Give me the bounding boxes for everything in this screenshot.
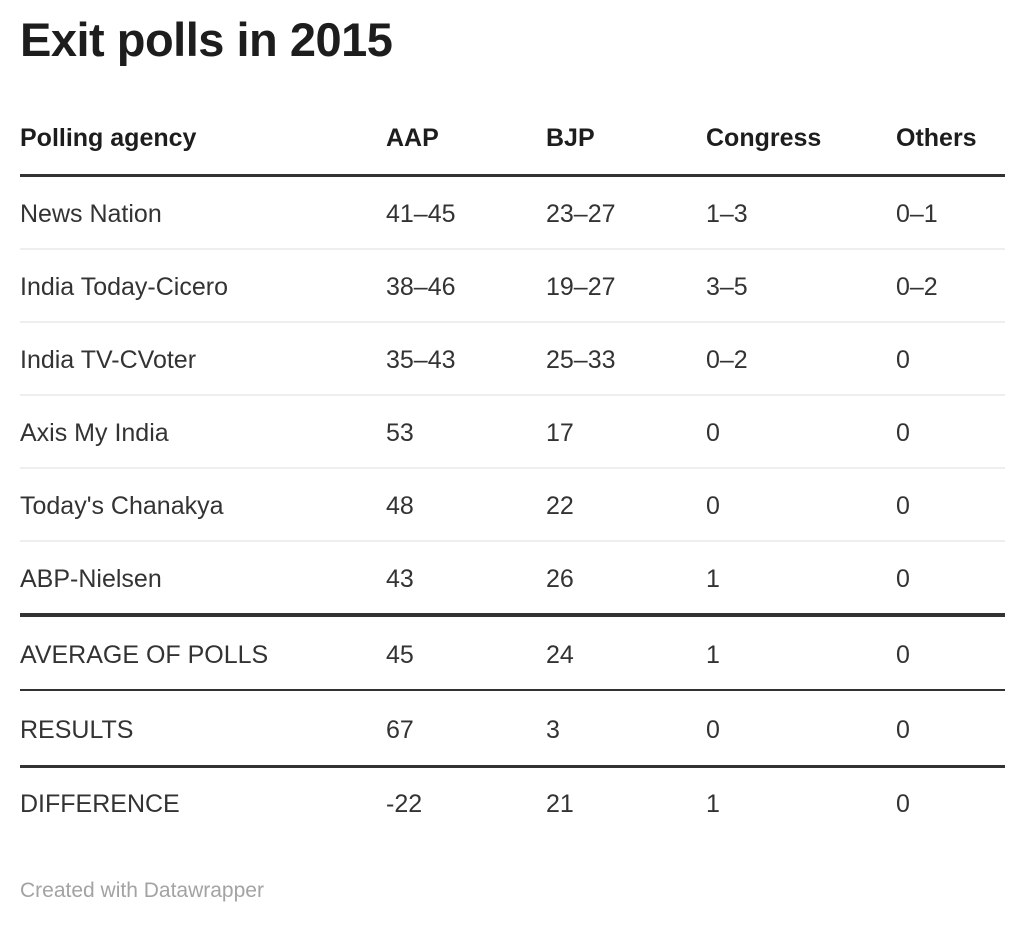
summary-row-difference: DIFFERENCE -22 21 1 0 — [20, 767, 1005, 840]
datawrapper-credit-link[interactable]: Created with Datawrapper — [20, 879, 264, 902]
value-cell: 67 — [386, 690, 546, 768]
value-cell: 24 — [546, 615, 706, 691]
page-title: Exit polls in 2015 — [20, 13, 393, 66]
value-cell: 21 — [546, 790, 574, 818]
value-cell: 0–1 — [896, 175, 1005, 250]
agency-cell: ABP-Nielsen — [20, 541, 386, 617]
value-cell: 0 — [896, 541, 1005, 617]
column-header-aap: AAP — [386, 63, 546, 177]
value-cell: 25–33 — [546, 322, 706, 396]
agency-cell: DIFFERENCE — [20, 790, 180, 818]
value-cell: 1 — [706, 790, 720, 818]
table-row: Axis My India 53 17 0 0 — [20, 395, 1005, 469]
summary-row-average: AVERAGE OF POLLS 45 24 1 0 — [20, 615, 1005, 691]
value-cell: 45 — [386, 615, 546, 691]
agency-cell: India TV-CVoter — [20, 322, 386, 396]
value-cell: 1 — [706, 615, 896, 691]
agency-cell: India Today-Cicero — [20, 249, 386, 323]
column-header-polling-agency: Polling agency — [20, 63, 386, 177]
agency-cell: News Nation — [20, 175, 386, 250]
agency-cell: RESULTS — [20, 690, 386, 768]
value-cell: 0–2 — [706, 322, 896, 396]
value-cell: 3–5 — [706, 249, 896, 323]
value-cell: 41–45 — [386, 175, 546, 250]
agency-cell: Axis My India — [20, 395, 386, 469]
value-cell: 0 — [896, 322, 1005, 396]
exit-polls-table: Polling agency AAP BJP Congress Others N… — [20, 63, 1005, 839]
value-cell: 22 — [546, 468, 706, 542]
value-cell: 0 — [896, 615, 1005, 691]
value-cell: 0 — [896, 790, 910, 818]
value-cell: 0 — [896, 395, 1005, 469]
agency-cell: Today's Chanakya — [20, 468, 386, 542]
value-cell: 48 — [386, 468, 546, 542]
value-cell: 1 — [706, 541, 896, 617]
table-row: News Nation 41–45 23–27 1–3 0–1 — [20, 175, 1005, 250]
value-cell: 23–27 — [546, 175, 706, 250]
page-container: Exit polls in 2015 Polling agency AAP BJ… — [0, 16, 1024, 904]
column-header-bjp: BJP — [546, 63, 706, 177]
value-cell: 0–2 — [896, 249, 1005, 323]
agency-cell: AVERAGE OF POLLS — [20, 615, 386, 691]
value-cell: 0 — [706, 468, 896, 542]
value-cell: 35–43 — [386, 322, 546, 396]
value-cell: 0 — [896, 468, 1005, 542]
table-header-row: Polling agency AAP BJP Congress Others — [20, 63, 1005, 177]
table-row: ABP-Nielsen 43 26 1 0 — [20, 541, 1005, 617]
value-cell: 26 — [546, 541, 706, 617]
table-row: India TV-CVoter 35–43 25–33 0–2 0 — [20, 322, 1005, 396]
value-cell: 3 — [546, 690, 706, 768]
value-cell: 0 — [706, 690, 896, 768]
value-cell: 0 — [706, 395, 896, 469]
column-header-others: Others — [896, 63, 1005, 177]
table-row: Today's Chanakya 48 22 0 0 — [20, 468, 1005, 542]
value-cell: 43 — [386, 541, 546, 617]
value-cell: 38–46 — [386, 249, 546, 323]
value-cell: -22 — [386, 790, 423, 818]
value-cell: 0 — [896, 690, 1005, 768]
value-cell: 53 — [386, 395, 546, 469]
summary-row-results: RESULTS 67 3 0 0 — [20, 690, 1005, 768]
value-cell: 1–3 — [706, 175, 896, 250]
value-cell: 19–27 — [546, 249, 706, 323]
column-header-congress: Congress — [706, 63, 896, 177]
table-row: India Today-Cicero 38–46 19–27 3–5 0–2 — [20, 249, 1005, 323]
value-cell: 17 — [546, 395, 706, 469]
